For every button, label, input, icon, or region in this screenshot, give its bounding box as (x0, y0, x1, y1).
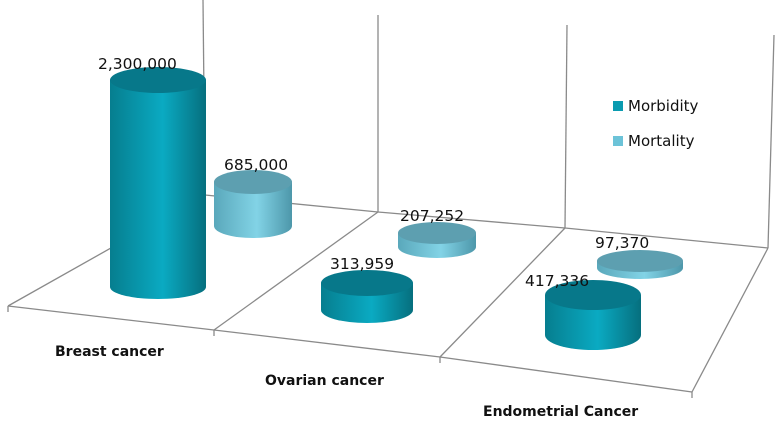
category-label-breast: Breast cancer (55, 344, 164, 360)
bar-breast-mortality (214, 170, 292, 238)
bar-ovarian-mortality (398, 222, 476, 258)
label-ovarian-mortality: 207,252 (400, 207, 464, 225)
legend-swatch-morbidity (613, 101, 623, 111)
bar-ovarian-morbidity (321, 270, 413, 323)
label-breast-mortality: 685,000 (224, 156, 288, 174)
legend-label-morbidity: Morbidity (628, 97, 699, 115)
bar-endometrial-morbidity (545, 280, 641, 350)
legend-label-mortality: Mortality (628, 132, 695, 150)
category-label-ovarian: Ovarian cancer (265, 373, 384, 389)
label-endometrial-mortality: 97,370 (595, 234, 649, 252)
label-ovarian-morbidity: 313,959 (330, 255, 394, 273)
category-label-endometrial: Endometrial Cancer (483, 404, 638, 420)
label-endometrial-morbidity: 417,336 (525, 272, 589, 290)
bar-breast-morbidity (110, 67, 206, 299)
legend-swatch-mortality (613, 136, 623, 146)
label-breast-morbidity: 2,300,000 (98, 55, 177, 73)
bar-endometrial-mortality (597, 250, 683, 279)
legend: Morbidity Mortality (613, 97, 699, 150)
